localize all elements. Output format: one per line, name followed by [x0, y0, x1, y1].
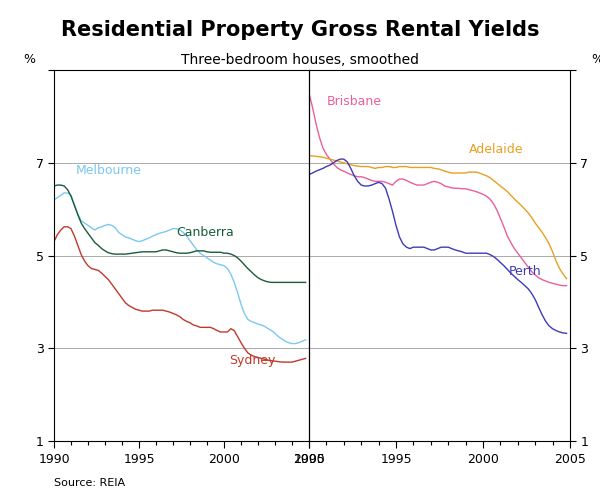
Text: Sydney: Sydney [229, 354, 275, 367]
Text: Three-bedroom houses, smoothed: Three-bedroom houses, smoothed [181, 53, 419, 67]
Text: Residential Property Gross Rental Yields: Residential Property Gross Rental Yields [61, 20, 539, 40]
Text: Canberra: Canberra [176, 226, 234, 239]
Text: Adelaide: Adelaide [469, 143, 524, 156]
Text: %: % [591, 54, 600, 67]
Text: Perth: Perth [509, 265, 542, 278]
Text: Melbourne: Melbourne [76, 164, 142, 177]
Text: Brisbane: Brisbane [326, 95, 382, 108]
Text: Source: REIA: Source: REIA [54, 478, 125, 488]
Text: %: % [23, 54, 35, 67]
